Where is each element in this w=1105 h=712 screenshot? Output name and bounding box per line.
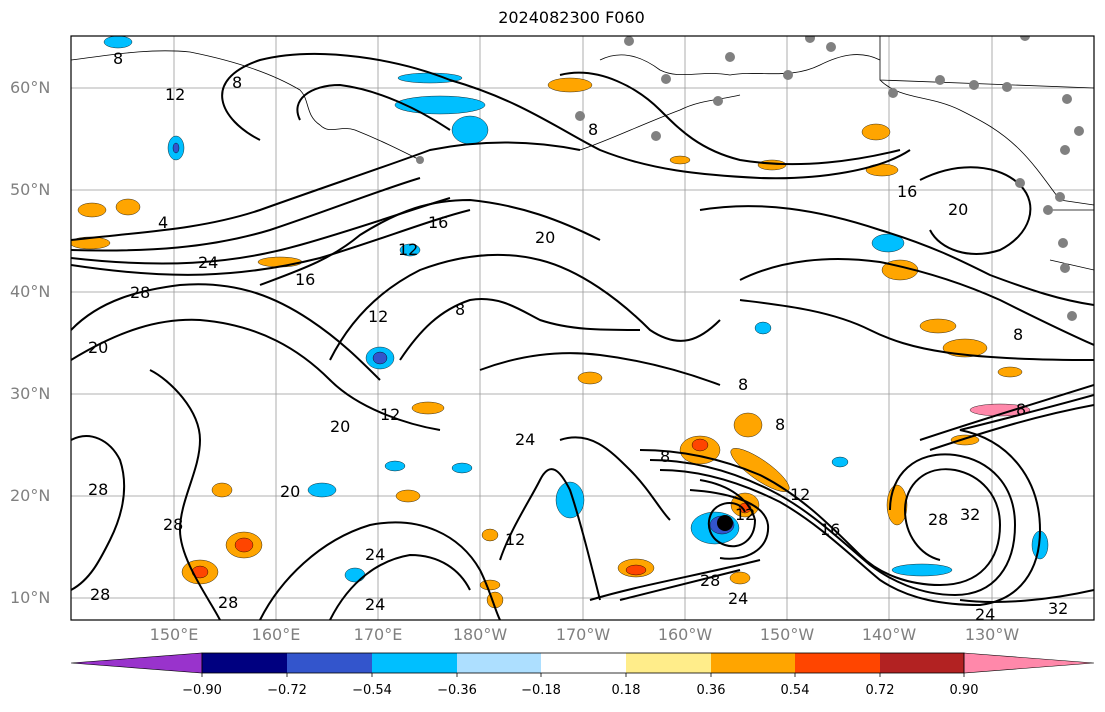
colorbar-segment [372, 653, 457, 673]
lat-label: 50°N [10, 180, 51, 199]
colorbar-tick-label: 0.18 [611, 683, 641, 698]
colorbar-segment [287, 653, 372, 673]
lon-label: 150°W [759, 625, 815, 644]
contour-label: 16 [295, 270, 315, 289]
contour-label: 12 [398, 240, 418, 259]
lon-label: 170°W [555, 625, 611, 644]
colorbar-tick-label: 0.36 [696, 683, 726, 698]
colorbar-tick-label: −0.36 [437, 683, 477, 698]
contour-label: 20 [280, 482, 300, 501]
lon-label: 160°W [657, 625, 713, 644]
contour-label: 12 [790, 485, 810, 504]
lon-label: 140°W [861, 625, 917, 644]
contour-label: 8 [1016, 400, 1026, 419]
colorbar [70, 652, 1095, 677]
contour-label: 28 [88, 480, 108, 499]
lat-label: 10°N [10, 588, 51, 607]
lat-label: 30°N [10, 384, 51, 403]
contour-label: 8 [455, 300, 465, 319]
contour-label: 24 [365, 545, 385, 564]
colorbar-tick-label: −0.72 [267, 683, 307, 698]
contour-label: 8 [775, 415, 785, 434]
contour-label: 28 [700, 571, 720, 590]
contour-label: 8 [588, 120, 598, 139]
colorbar-tick-label: 0.72 [865, 683, 895, 698]
colorbar-segment [880, 653, 964, 673]
contour-label: 8 [738, 375, 748, 394]
contour-label: 20 [948, 200, 968, 219]
colorbar-segment [541, 653, 626, 673]
colorbar-extend-low [70, 652, 203, 674]
contour-label: 20 [330, 417, 350, 436]
colorbar-tick-label: −0.18 [521, 683, 561, 698]
contour-label: 24 [198, 253, 218, 272]
contour-label: 16 [428, 213, 448, 232]
contour-label: 8 [113, 49, 123, 68]
contour-label: 20 [88, 338, 108, 357]
colorbar-tick-label: 0.90 [949, 683, 979, 698]
contour-label: 8 [660, 447, 670, 466]
colorbar-tick-label: −0.54 [352, 683, 392, 698]
contour-label: 8 [1013, 325, 1023, 344]
contour-label-layer: 4 8 8 12 16 16 12 20 20 24 28 20 16 12 8… [88, 49, 1068, 624]
colorbar-tick-label: 0.54 [780, 683, 810, 698]
colorbar-segment [457, 653, 541, 673]
colorbar-extend-high [963, 652, 1095, 674]
contour-label: 16 [820, 520, 840, 539]
lon-label: 150°E [149, 625, 199, 644]
contour-label: 4 [158, 213, 168, 232]
storm-center-marker [717, 515, 733, 531]
lat-label: 40°N [10, 282, 51, 301]
map-title: 2024082300 F060 [498, 8, 645, 27]
contour-label: 32 [1048, 599, 1068, 618]
lat-label: 60°N [10, 78, 51, 97]
contour-label: 12 [380, 405, 400, 424]
lon-label: 160°E [251, 625, 301, 644]
lon-label: 130°W [964, 625, 1020, 644]
contour-lines [71, 52, 1094, 620]
contour-label: 12 [368, 307, 388, 326]
contour-label: 8 [232, 73, 242, 92]
contour-label: 24 [515, 430, 535, 449]
contour-label: 12 [165, 85, 185, 104]
colorbar-tick-label: −0.90 [182, 683, 222, 698]
contour-label: 28 [163, 515, 183, 534]
shaded-field [71, 36, 1049, 609]
lon-label: 170°E [353, 625, 403, 644]
contour-label: 12 [735, 505, 755, 524]
contour-label: 16 [897, 182, 917, 201]
contour-label: 28 [218, 593, 238, 612]
station-markers [416, 36, 1084, 321]
colorbar-segment [202, 653, 287, 673]
colorbar-segment [711, 653, 795, 673]
colorbar-segment [795, 653, 880, 673]
map-frame [70, 35, 1095, 621]
contour-label: 32 [960, 505, 980, 524]
contour-label: 24 [975, 605, 995, 624]
lon-label: 180°W [452, 625, 508, 644]
contour-label: 24 [365, 595, 385, 614]
contour-label: 28 [928, 510, 948, 529]
contour-label: 12 [505, 530, 525, 549]
contour-label: 20 [535, 228, 555, 247]
colorbar-segment [626, 653, 711, 673]
contour-label: 28 [90, 585, 110, 604]
lat-label: 20°N [10, 486, 51, 505]
contour-label: 28 [130, 283, 150, 302]
contour-label: 24 [728, 589, 748, 608]
